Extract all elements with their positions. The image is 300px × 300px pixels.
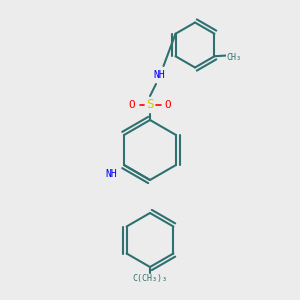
Text: NH: NH <box>153 70 165 80</box>
Text: NH: NH <box>105 169 117 179</box>
Text: O: O <box>129 100 135 110</box>
Text: C(CH₃)₃: C(CH₃)₃ <box>133 274 167 284</box>
Text: CH₃: CH₃ <box>226 52 242 62</box>
Text: O: O <box>165 100 171 110</box>
Text: S: S <box>146 98 154 112</box>
